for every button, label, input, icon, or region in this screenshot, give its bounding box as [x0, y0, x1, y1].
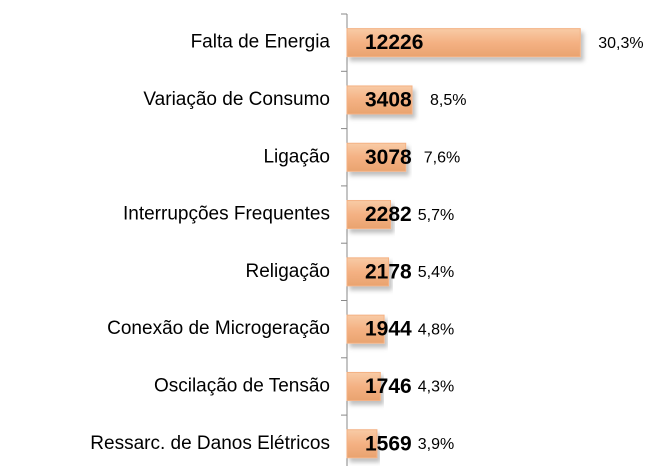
category-label: Interrupções Frequentes [123, 204, 330, 225]
value-label: 12226 [365, 31, 423, 54]
value-label: 3408 [365, 88, 412, 111]
category-label: Variação de Consumo [143, 89, 330, 110]
share-label: 3,9% [418, 436, 454, 453]
bar [346, 429, 378, 459]
bar [346, 142, 407, 172]
category-label: Ressarc. de Danos Elétricos [90, 433, 330, 454]
bar [346, 85, 413, 115]
share-label: 8,5% [430, 92, 466, 109]
category-label: Oscilação de Tensão [154, 375, 330, 396]
bar [346, 28, 581, 58]
category-label: Religação [246, 261, 331, 282]
value-label: 2178 [365, 260, 412, 283]
bar [346, 314, 385, 344]
share-label: 5,4% [418, 264, 454, 281]
bar [346, 371, 381, 401]
category-label: Ligação [263, 146, 330, 167]
bar [346, 200, 392, 230]
share-label: 7,6% [424, 149, 460, 166]
category-label: Conexão de Microgeração [107, 318, 330, 339]
share-label: 5,7% [418, 207, 454, 224]
category-label: Falta de Energia [191, 32, 331, 53]
value-label: 2282 [365, 203, 412, 226]
share-label: 30,3% [598, 35, 643, 52]
value-label: 1746 [365, 375, 412, 398]
share-label: 4,3% [418, 379, 454, 396]
value-label: 1569 [365, 432, 412, 455]
share-label: 4,8% [418, 321, 454, 338]
value-label: 3078 [365, 146, 412, 169]
bar [346, 257, 390, 287]
value-label: 1944 [365, 318, 412, 341]
